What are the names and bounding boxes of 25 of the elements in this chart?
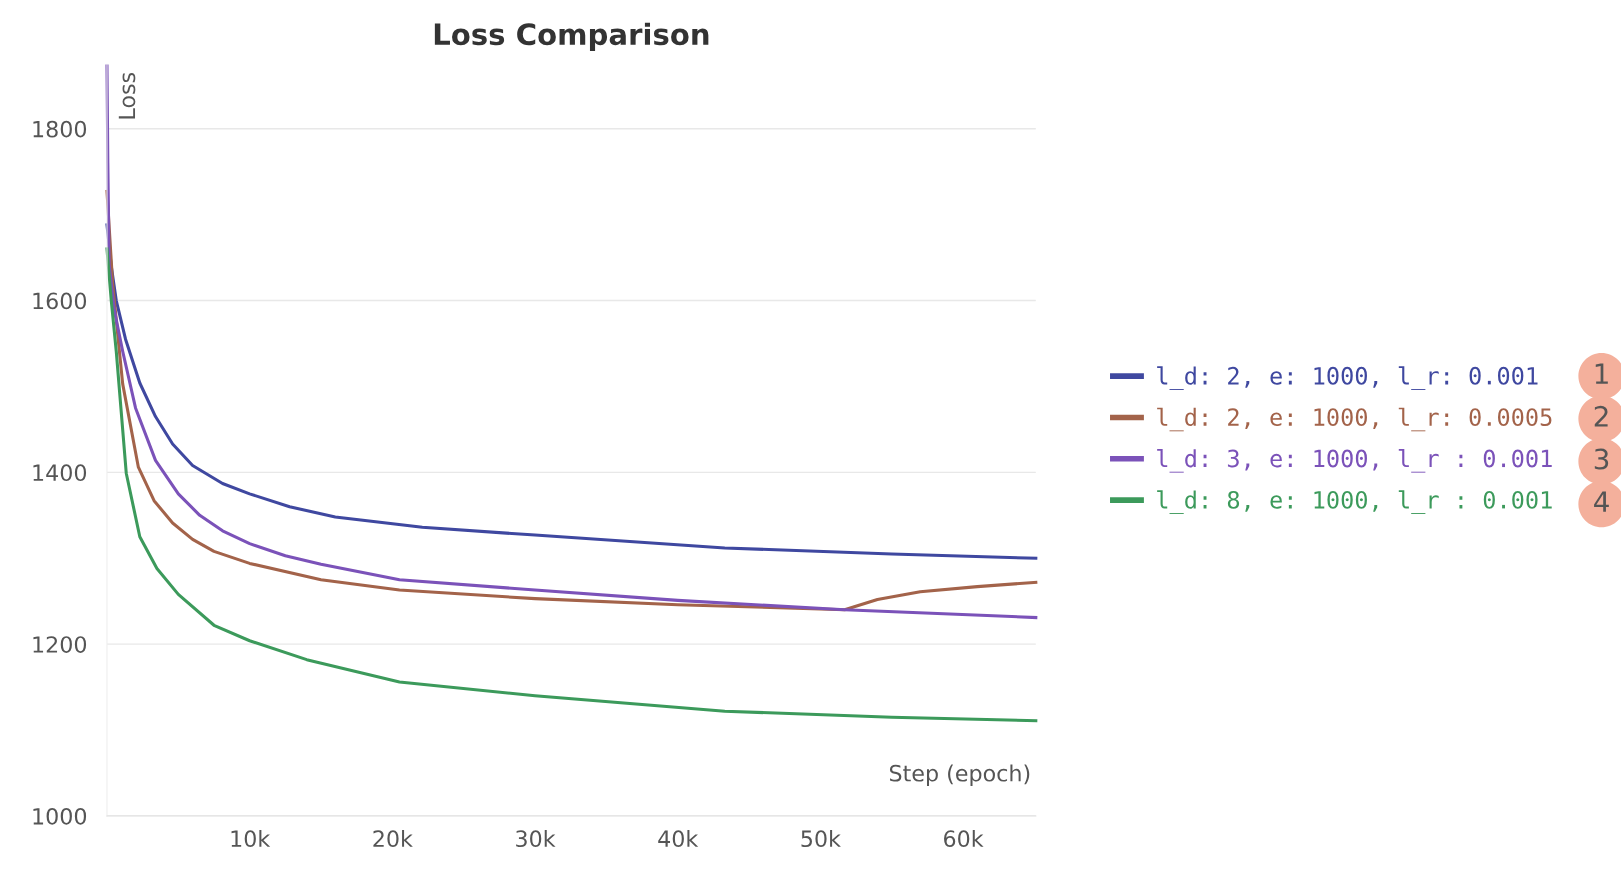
y-axis-title: Loss — [118, 72, 136, 119]
text: 3 — [1594, 448, 1609, 470]
y-tick-label: 1600 — [33, 292, 87, 310]
x-axis-title: Step (epoch) — [889, 764, 1030, 786]
legend-label: l_d: 3, e: 1000, l_r : 0.001 — [1157, 449, 1552, 473]
y-tick-label: 1000 — [33, 807, 87, 825]
y-tick-label: 1400 — [33, 464, 87, 482]
y-tick-label: 1800 — [33, 120, 87, 138]
x-tick-label: 30k — [516, 829, 556, 848]
y-tick-label: 1200 — [33, 636, 87, 653]
x-tick-label: 10k — [231, 829, 271, 848]
legend-label: l_d: 2, e: 1000, l_r: 0.0005 — [1157, 407, 1552, 432]
text: 4 — [1594, 491, 1609, 512]
x-tick-label: 50k — [801, 829, 841, 848]
text: 2 — [1594, 405, 1608, 427]
legend-label: l_d: 2, e: 1000, l_r: 0.001 — [1157, 366, 1538, 390]
x-tick-label: 60k — [944, 829, 984, 848]
line-series — [105, 247, 1038, 723]
line-series — [105, 223, 1038, 560]
text: 1 — [1595, 363, 1608, 384]
line-series — [105, 64, 1038, 620]
x-tick-label: 40k — [658, 829, 699, 848]
legend-label: l_d: 8, e: 1000, l_r : 0.001 — [1157, 490, 1552, 514]
x-tick-label: 20k — [373, 829, 413, 848]
chart-title: Loss Comparison — [434, 22, 709, 51]
